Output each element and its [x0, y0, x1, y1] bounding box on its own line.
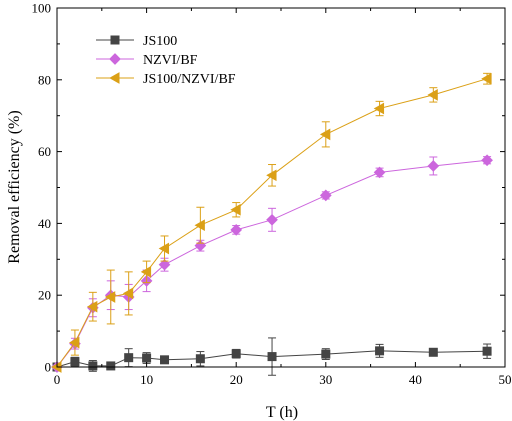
data-point: [267, 352, 277, 362]
legend-marker: [110, 35, 120, 45]
data-point: [194, 219, 205, 232]
data-point: [373, 102, 385, 115]
legend-label: NZVI/BF: [143, 53, 198, 68]
y-tick-label: 80: [38, 72, 51, 87]
data-point: [482, 346, 492, 356]
data-point: [122, 287, 134, 300]
data-point: [124, 353, 134, 363]
series-line: [56, 159, 488, 368]
data-point: [70, 357, 80, 367]
legend-item-2: NZVI/BF: [96, 53, 198, 68]
data-point: [319, 189, 332, 202]
legend: JS100 NZVI/BF JS100/NZVI/BF: [96, 34, 236, 87]
data-point: [375, 346, 385, 356]
data-point: [230, 224, 243, 236]
data-point: [321, 349, 331, 359]
x-tick-label: 40: [409, 372, 422, 387]
data-point: [481, 72, 492, 85]
data-point: [195, 354, 205, 364]
data-point: [106, 361, 116, 371]
series-1: [52, 337, 492, 376]
series-3: [51, 72, 492, 373]
data-point: [88, 361, 98, 371]
legend-item-1: JS100: [96, 34, 177, 49]
data-point: [427, 160, 440, 172]
y-tick-label: 40: [38, 216, 51, 231]
data-point: [427, 89, 438, 101]
legend-marker: [109, 53, 121, 65]
data-point: [69, 336, 80, 349]
legend-marker: [109, 72, 120, 84]
y-tick-label: 60: [38, 144, 51, 159]
data-point: [373, 166, 386, 179]
plot-area: [51, 72, 493, 376]
data-point: [104, 291, 116, 303]
data-point: [140, 266, 152, 278]
y-tick-label: 20: [38, 288, 51, 303]
data-point: [86, 300, 98, 313]
y-tick-label: 0: [45, 360, 52, 375]
data-point: [231, 349, 241, 359]
x-tick-label: 10: [140, 372, 153, 387]
data-point: [481, 154, 493, 167]
x-tick-label: 20: [230, 372, 243, 387]
data-point: [158, 258, 171, 271]
data-point: [266, 169, 277, 182]
data-point: [142, 353, 152, 363]
y-tick-label: 100: [32, 1, 52, 16]
x-tick-label: 30: [319, 372, 332, 387]
x-axis-title: T (h): [266, 404, 298, 421]
x-tick-label: 0: [54, 372, 61, 387]
x-tick-label: 50: [499, 372, 512, 387]
data-point: [319, 128, 331, 141]
plot-frame: [56, 7, 506, 368]
data-point: [51, 361, 62, 373]
data-point: [230, 203, 241, 216]
data-point: [428, 347, 438, 357]
y-axis-title: Removal efficiency (%): [6, 110, 23, 263]
data-point: [158, 242, 170, 255]
legend-item-3: JS100/NZVI/BF: [96, 72, 236, 87]
legend-label: JS100: [143, 34, 177, 49]
data-point: [160, 355, 170, 365]
axes: 0 10 20 30 40 50 0 20 40 60 80 100: [32, 1, 512, 388]
legend-label: JS100/NZVI/BF: [143, 72, 236, 87]
data-point: [266, 213, 278, 226]
